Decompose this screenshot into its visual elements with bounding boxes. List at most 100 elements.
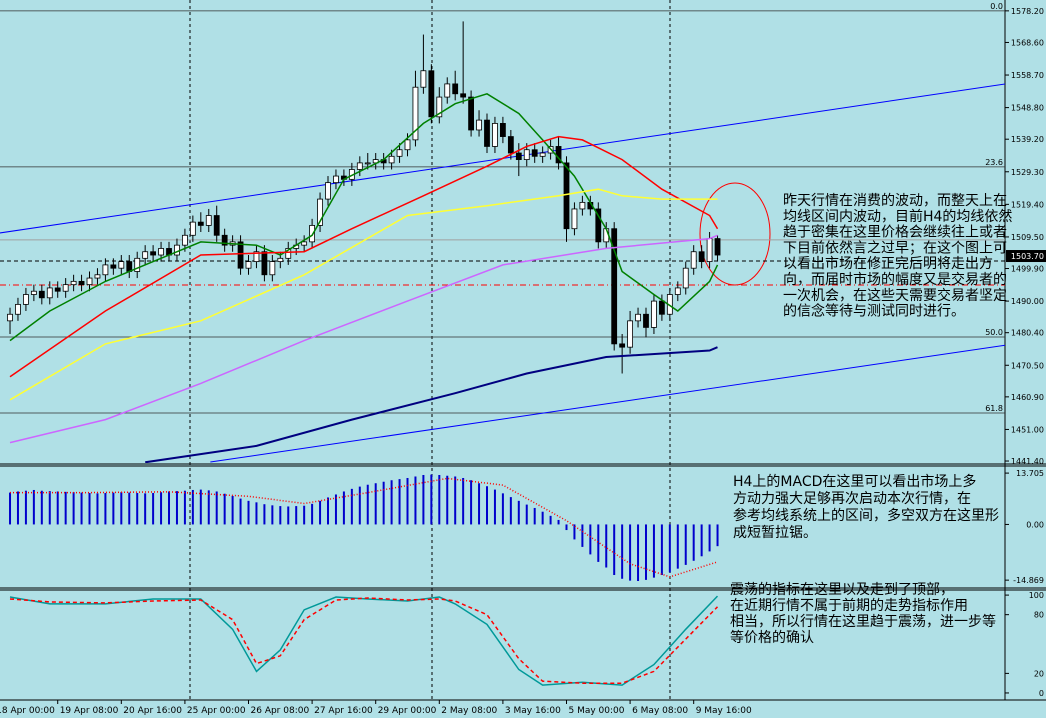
histogram-bar [692, 524, 695, 561]
candle-body [333, 175, 339, 184]
histogram-bar [271, 505, 274, 525]
candle-body [539, 152, 546, 157]
candle-body [78, 280, 85, 286]
last-price-label: 1503.70 [1011, 252, 1044, 261]
candle-body [309, 225, 316, 243]
candle-body [428, 70, 435, 118]
candle-body [213, 215, 220, 236]
histogram-bar [462, 477, 465, 525]
candle-body [452, 83, 459, 95]
histogram-bar [88, 492, 91, 525]
histogram-bar [565, 524, 568, 531]
candle-body [54, 287, 61, 292]
y-tick-label: 1558.70 [1011, 71, 1044, 80]
y-tick-label: 100 [1029, 591, 1044, 600]
histogram-bar [589, 524, 592, 555]
annotation-line: 相当，所以行情在这里趋于震荡，进一步等 [730, 613, 996, 630]
histogram-bar [637, 524, 640, 582]
x-tick-label: 6 May 08:00 [632, 706, 688, 716]
histogram-bar [40, 490, 43, 525]
indicator-line [9, 135, 719, 378]
y-tick-label: 1460.90 [1011, 393, 1044, 402]
candle-body [396, 149, 403, 157]
histogram-bar [621, 524, 624, 579]
candle-body [476, 119, 482, 131]
y-tick-label: 13.705 [1016, 469, 1044, 478]
candle-body [444, 83, 451, 98]
histogram-bar [96, 493, 99, 525]
indicator-line [9, 597, 719, 684]
histogram-bar [136, 492, 139, 525]
candle-body [579, 201, 586, 210]
candle-body [325, 182, 331, 200]
candle-body [301, 241, 308, 246]
histogram-bar [32, 489, 35, 525]
annotation-line: 向，而届时市场的幅度又是交易者的 [783, 271, 1007, 288]
histogram-bar [509, 497, 512, 525]
x-tick-label: 25 Apr 00:00 [187, 706, 246, 716]
candle-body [269, 261, 276, 276]
histogram-bar [652, 524, 655, 578]
histogram-bar [175, 491, 178, 525]
annotation-line: 震荡的指标在这里以及走到了顶部， [730, 581, 954, 598]
x-tick-label: 3 May 16:00 [505, 706, 561, 716]
annotation-line: 以看出市场在修正完后明将走出方 [783, 255, 993, 272]
histogram-bar [629, 524, 632, 581]
y-tick-label: 1451.00 [1011, 425, 1044, 434]
candle-body [189, 221, 196, 236]
candle-body [205, 215, 212, 226]
histogram-bar [239, 498, 242, 525]
histogram-bar [104, 492, 107, 525]
indicator-line [9, 234, 718, 444]
candle-body [643, 313, 649, 328]
panel [0, 10, 1005, 463]
histogram-bar [303, 505, 306, 525]
candle-body [651, 300, 657, 328]
candle-body [460, 93, 467, 98]
annotation-line: 参考均线系统上的区间，多空双方在这里形 [733, 507, 999, 524]
histogram-bar [644, 524, 647, 580]
x-tick-label: 26 Apr 08:00 [251, 706, 310, 716]
candle-body [221, 234, 228, 246]
histogram-bar [374, 483, 377, 525]
histogram-bar [327, 497, 330, 525]
histogram-bar [152, 492, 155, 525]
indicator-line [145, 346, 718, 463]
histogram-bar [287, 506, 290, 525]
candle-body [134, 257, 141, 272]
candle-body [611, 228, 618, 345]
y-tick-label: 1470.50 [1011, 361, 1044, 370]
histogram-bar [597, 524, 600, 562]
candle-body [658, 300, 665, 315]
y-tick-label: 1568.60 [1011, 38, 1044, 47]
candle-body [571, 208, 578, 230]
candle-body [182, 234, 188, 246]
candle-body [46, 287, 53, 299]
annotation-line: 等价格的确认 [730, 629, 814, 646]
y-tick-label: 1539.20 [1011, 135, 1044, 144]
candle-body [404, 139, 411, 151]
candle-body [364, 162, 371, 165]
annotation-line: 均线区间内波动，目前H4的均线依然 [783, 208, 1012, 225]
histogram-bar [128, 492, 131, 525]
candle-body [698, 251, 705, 263]
histogram-bar [263, 504, 266, 525]
candle-body [237, 241, 244, 269]
histogram-bar [525, 504, 528, 525]
fibo-label: 61.8 [985, 404, 1003, 413]
candle-body [595, 208, 602, 243]
histogram-bar [342, 491, 345, 525]
histogram-bar [366, 484, 369, 525]
histogram-bar [438, 474, 441, 525]
histogram-bar [168, 491, 171, 525]
candle-body [261, 251, 268, 276]
histogram-bar [215, 491, 218, 525]
candle-body [142, 251, 149, 259]
candle-body [150, 251, 157, 256]
histogram-bar [191, 489, 194, 525]
candle-body [23, 294, 29, 305]
indicator-line [10, 477, 718, 578]
histogram-bar [9, 492, 12, 525]
candle-body [492, 123, 498, 147]
